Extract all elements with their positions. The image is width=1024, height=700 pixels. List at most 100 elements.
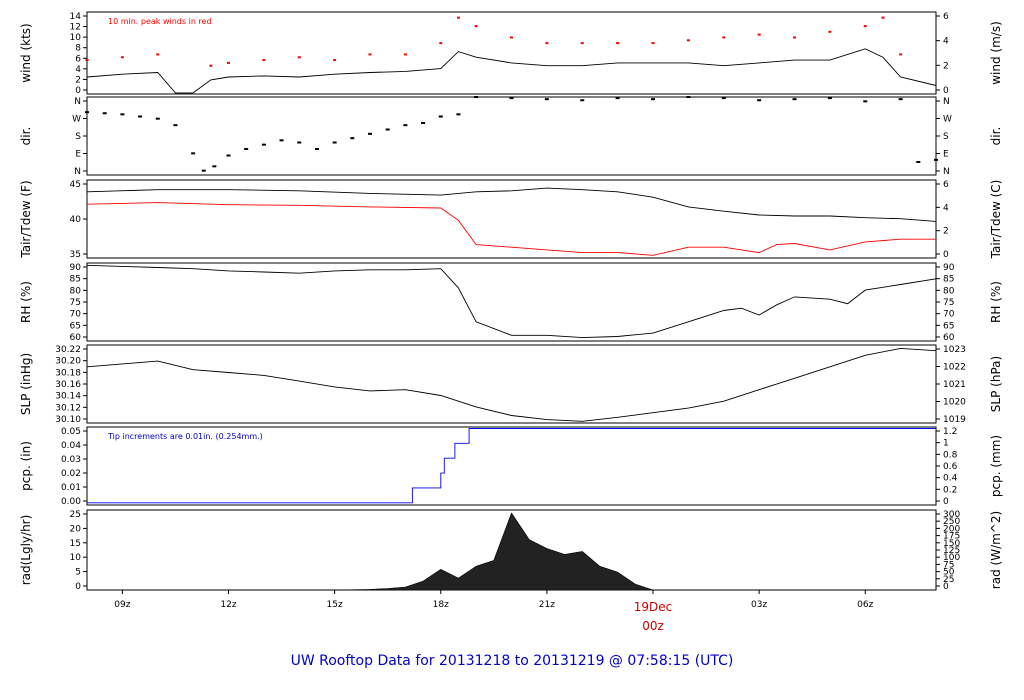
dir-point bbox=[120, 113, 125, 116]
slp-right-tick-label: 1022 bbox=[943, 363, 966, 373]
dir-left-tick-label: N bbox=[74, 97, 81, 107]
wind-peak-point bbox=[474, 25, 478, 28]
pcp-right-tick-label: 0.8 bbox=[943, 450, 958, 460]
rh-right-tick-label: 90 bbox=[943, 263, 955, 273]
rh-ylabel-right: RH (%) bbox=[989, 281, 1003, 323]
pcp-left-tick-label: 0.04 bbox=[61, 441, 81, 451]
wind-peak-point bbox=[120, 56, 124, 59]
rad-right-tick-label: 125 bbox=[943, 546, 960, 556]
x-axis: 09z 12z 15z 18z 21z 03z 06z bbox=[114, 590, 874, 610]
slp-right-tick-label: 1021 bbox=[943, 380, 966, 390]
dir-point bbox=[757, 99, 762, 102]
dir-point bbox=[615, 97, 620, 100]
wind-right-tick-label: 2 bbox=[943, 61, 949, 71]
pcp-left-tick-label: 0.00 bbox=[61, 497, 81, 507]
wind-left-tick-label: 8 bbox=[75, 44, 81, 54]
wind-peak-point bbox=[651, 42, 655, 45]
rh-line bbox=[86, 264, 937, 339]
dir-point bbox=[792, 98, 797, 101]
date-sub-label: 00z bbox=[642, 619, 664, 633]
rh-left-tick-label: 75 bbox=[70, 298, 81, 308]
temp-right-tick-label: 6 bbox=[943, 180, 949, 190]
wind-peak-point bbox=[209, 64, 213, 67]
pcp-right-tick-label: 0.6 bbox=[943, 462, 958, 472]
rad-right-tick-label: 75 bbox=[943, 560, 954, 570]
x-tick-label: 12z bbox=[220, 600, 236, 610]
slp-ylabel-right: SLP (hPa) bbox=[989, 356, 1003, 412]
wind-peak-point bbox=[262, 59, 266, 62]
dir-point bbox=[509, 97, 514, 100]
slp-right-tick-label: 1023 bbox=[943, 345, 966, 355]
wind-peak-point bbox=[545, 42, 549, 45]
temp-ylabel-left: Tair/Tdew (F) bbox=[19, 180, 33, 258]
wind-ylabel-right: wind (m/s) bbox=[989, 21, 1003, 85]
wind-annotation: 10 min. peak winds in red bbox=[108, 17, 212, 26]
wind-peak-point bbox=[899, 53, 903, 56]
x-tick-label: 21z bbox=[539, 600, 555, 610]
dir-point bbox=[297, 141, 302, 144]
pcp-left-tick-label: 0.05 bbox=[61, 427, 81, 437]
wind-ylabel-left: wind (kts) bbox=[19, 23, 33, 82]
dir-right-tick-label: E bbox=[943, 150, 949, 160]
wind-left-tick-label: 2 bbox=[75, 75, 81, 85]
dir-point bbox=[456, 113, 461, 116]
rad-left-tick-label: 15 bbox=[70, 539, 81, 549]
slp-left-tick-label: 30.10 bbox=[55, 415, 81, 425]
temp-right-tick-label: 2 bbox=[943, 227, 949, 237]
dir-left-tick-label: W bbox=[72, 115, 81, 125]
pcp-annotation: Tip increments are 0.01in. (0.254mm.) bbox=[107, 432, 263, 441]
dir-point bbox=[474, 96, 479, 98]
pcp-right-tick-label: 1 bbox=[943, 439, 949, 449]
temp-left-tick-label: 35 bbox=[70, 250, 81, 260]
panel-pcp: 0.00 0.01 0.02 0.03 0.04 0.05 0 0.20.4 0.6 0.81 1.… bbox=[19, 426, 1003, 507]
pcp-right-tick-label: 0.4 bbox=[943, 474, 958, 484]
wind-peak-point bbox=[85, 59, 89, 62]
rh-ylabel-left: RH (%) bbox=[19, 281, 33, 323]
pcp-line bbox=[87, 428, 936, 504]
dir-point bbox=[279, 139, 284, 142]
pcp-right-tick-label: 0.2 bbox=[943, 485, 957, 495]
temp-right-tick-label: 0 bbox=[943, 250, 949, 260]
wind-peak-point bbox=[227, 61, 230, 64]
wind-peak-point bbox=[757, 33, 761, 36]
panel-rad: 05101520250255075100125150175200250300ra… bbox=[19, 509, 1003, 592]
dir-point bbox=[898, 98, 903, 101]
dir-point bbox=[368, 132, 372, 135]
dir-point bbox=[827, 97, 832, 100]
dir-point bbox=[544, 98, 549, 101]
dir-point bbox=[580, 99, 585, 102]
wind-peak-point bbox=[333, 59, 337, 62]
pcp-left-tick-label: 0.03 bbox=[61, 455, 81, 465]
wind-right-tick-label: 0 bbox=[943, 86, 949, 96]
slp-left-tick-label: 30.20 bbox=[55, 357, 81, 367]
dir-point bbox=[261, 143, 266, 146]
slp-left-tick-label: 30.22 bbox=[55, 345, 81, 355]
page-title: UW Rooftop Data for 20131218 to 20131219… bbox=[291, 653, 734, 669]
x-tick-label: 18z bbox=[433, 600, 449, 610]
dir-left-tick-label: S bbox=[75, 132, 81, 142]
rad-left-tick-label: 10 bbox=[70, 553, 82, 563]
dir-right-tick-label: W bbox=[943, 115, 952, 125]
slp-left-tick-label: 30.12 bbox=[55, 403, 81, 413]
rad-right-tick-label: 200 bbox=[943, 524, 960, 534]
wind-left-tick-label: 6 bbox=[75, 54, 81, 64]
dir-point bbox=[438, 115, 443, 118]
rh-left-tick-label: 65 bbox=[70, 321, 81, 331]
rad-right-tick-label: 150 bbox=[943, 539, 960, 549]
rad-right-tick-label: 50 bbox=[943, 568, 955, 578]
wind-frame bbox=[86, 11, 937, 95]
slp-left-tick-label: 30.16 bbox=[55, 380, 81, 390]
pcp-left-tick-label: 0.02 bbox=[61, 469, 81, 479]
wind-line bbox=[86, 48, 937, 94]
temp-series-dewpoint bbox=[86, 202, 936, 256]
wind-peak-point bbox=[863, 25, 867, 28]
wind-peak-point bbox=[793, 36, 796, 39]
dir-left-tick-label: E bbox=[75, 150, 81, 160]
temp-ylabel-right: Tair/Tdew (C) bbox=[989, 180, 1003, 260]
slp-ylabel-left: SLP (inHg) bbox=[19, 353, 33, 415]
wind-left-tick-label: 12 bbox=[70, 23, 81, 33]
dir-point bbox=[226, 154, 231, 157]
